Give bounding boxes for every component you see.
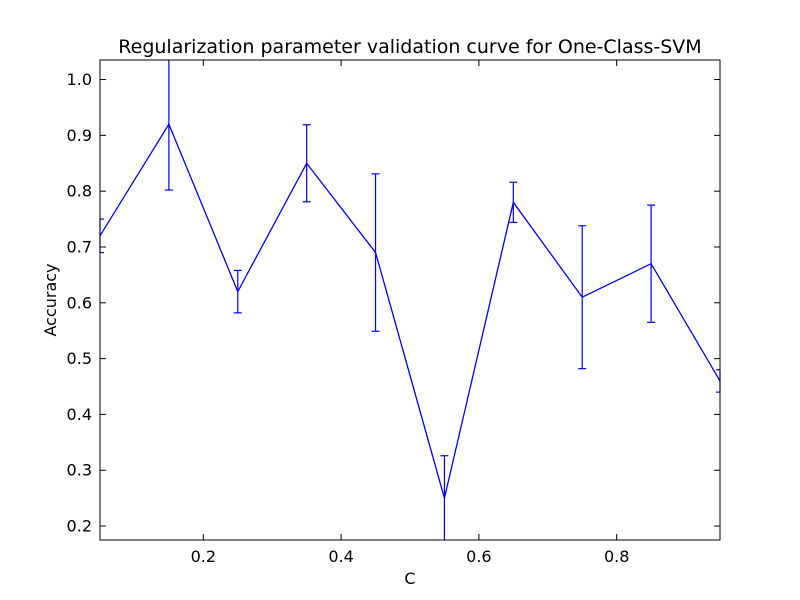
y-tick-label: 0.6	[67, 293, 92, 312]
error-bar	[647, 204, 656, 323]
chart-title: Regularization parameter validation curv…	[118, 36, 701, 58]
error-bar	[233, 269, 242, 314]
error-bar	[99, 218, 104, 254]
y-axis-label: Accuracy	[41, 263, 60, 336]
x-tick-label: 0.6	[466, 547, 491, 566]
y-tick-label: 0.7	[67, 237, 92, 256]
x-axis-ticks: 0.2 0.4 0.6 0.8	[191, 60, 629, 566]
error-bar	[371, 173, 380, 332]
y-tick-label: 0.3	[67, 461, 92, 480]
plot-frame	[99, 59, 721, 541]
y-tick-label: 0.5	[67, 349, 92, 368]
accuracy-series-line	[99, 122, 721, 499]
y-tick-label: 0.8	[67, 182, 92, 201]
error-bar	[302, 124, 311, 203]
y-tick-label: 0.9	[67, 126, 92, 145]
x-tick-label: 0.2	[191, 547, 216, 566]
error-bar	[578, 225, 587, 370]
y-tick-label: 0.2	[67, 517, 92, 536]
error-bar	[716, 369, 721, 393]
x-tick-label: 0.4	[328, 547, 353, 566]
error-bar	[440, 455, 449, 540]
y-tick-label: 1.0	[67, 70, 92, 89]
error-bar	[509, 181, 518, 224]
y-axis-ticks: 0.2 0.3 0.4 0.5 0.6 0.7 0.8 0.9 1.0	[67, 70, 720, 536]
x-axis-label: C	[404, 569, 415, 588]
x-tick-label: 0.8	[604, 547, 629, 566]
error-bar	[164, 60, 173, 191]
y-tick-label: 0.4	[67, 405, 92, 424]
plot-marks	[99, 60, 721, 540]
